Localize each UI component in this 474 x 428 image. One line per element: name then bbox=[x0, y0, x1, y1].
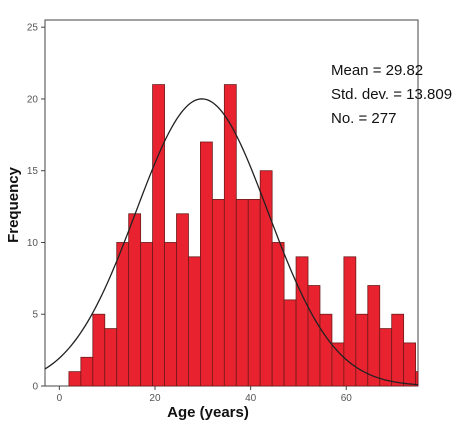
histogram-bar bbox=[140, 242, 153, 387]
histogram-bar bbox=[92, 313, 106, 387]
histogram-bar bbox=[355, 313, 369, 387]
histogram-bar bbox=[211, 199, 225, 387]
y-tick-label: 5 bbox=[32, 310, 38, 321]
y-tick-label: 20 bbox=[27, 94, 39, 105]
histogram-bar bbox=[319, 313, 333, 387]
histogram-bar bbox=[259, 170, 273, 387]
stats-annotation: Mean = 29.82 Std. dev. = 13.809 No. = 27… bbox=[331, 62, 452, 127]
histogram-bar bbox=[80, 356, 94, 387]
histogram-bar bbox=[68, 371, 82, 387]
histogram-bar bbox=[104, 328, 118, 387]
histogram-bar bbox=[367, 285, 381, 387]
stats-count: No. = 277 bbox=[331, 110, 396, 127]
y-tick-label: 10 bbox=[27, 238, 39, 249]
histogram-bar bbox=[200, 141, 213, 387]
histogram-bar bbox=[295, 256, 309, 387]
stats-mean: Mean = 29.82 bbox=[331, 62, 423, 79]
x-tick-label: 20 bbox=[149, 393, 161, 404]
normal-curve bbox=[44, 98, 419, 386]
y-tick-label: 15 bbox=[27, 166, 39, 177]
y-tick-label: 25 bbox=[27, 23, 39, 34]
histogram-bar bbox=[331, 342, 345, 387]
histogram-bar bbox=[116, 242, 130, 387]
histogram-bar bbox=[164, 242, 177, 387]
normal-curve-layer bbox=[44, 98, 419, 386]
histogram-bar bbox=[152, 84, 165, 387]
histogram-bar bbox=[403, 342, 417, 387]
histogram-bar bbox=[271, 242, 285, 387]
histogram-bar bbox=[307, 285, 321, 387]
x-tick-label: 40 bbox=[245, 393, 257, 404]
y-tick-label: 0 bbox=[32, 382, 38, 393]
histogram-bar bbox=[176, 213, 189, 387]
axes: 0 5 10 15 20 25 0 20 40 60 bbox=[27, 23, 352, 404]
histogram-bar bbox=[283, 299, 297, 387]
histogram-bar bbox=[379, 328, 393, 387]
y-axis-title: Frequency bbox=[5, 166, 22, 243]
x-tick-label: 60 bbox=[341, 393, 353, 404]
histogram-bar bbox=[188, 256, 201, 387]
histogram-bars bbox=[68, 84, 419, 387]
histogram-bar bbox=[235, 199, 249, 387]
histogram-bar bbox=[247, 199, 261, 387]
histogram-bar bbox=[415, 371, 419, 387]
histogram-bar bbox=[223, 84, 237, 387]
stats-std-dev: Std. dev. = 13.809 bbox=[331, 86, 452, 103]
x-tick-label: 0 bbox=[57, 393, 63, 404]
histogram-bar bbox=[391, 313, 405, 387]
histogram-bar bbox=[343, 256, 357, 387]
histogram-bar bbox=[128, 213, 142, 387]
x-axis-title: Age (years) bbox=[167, 404, 249, 421]
